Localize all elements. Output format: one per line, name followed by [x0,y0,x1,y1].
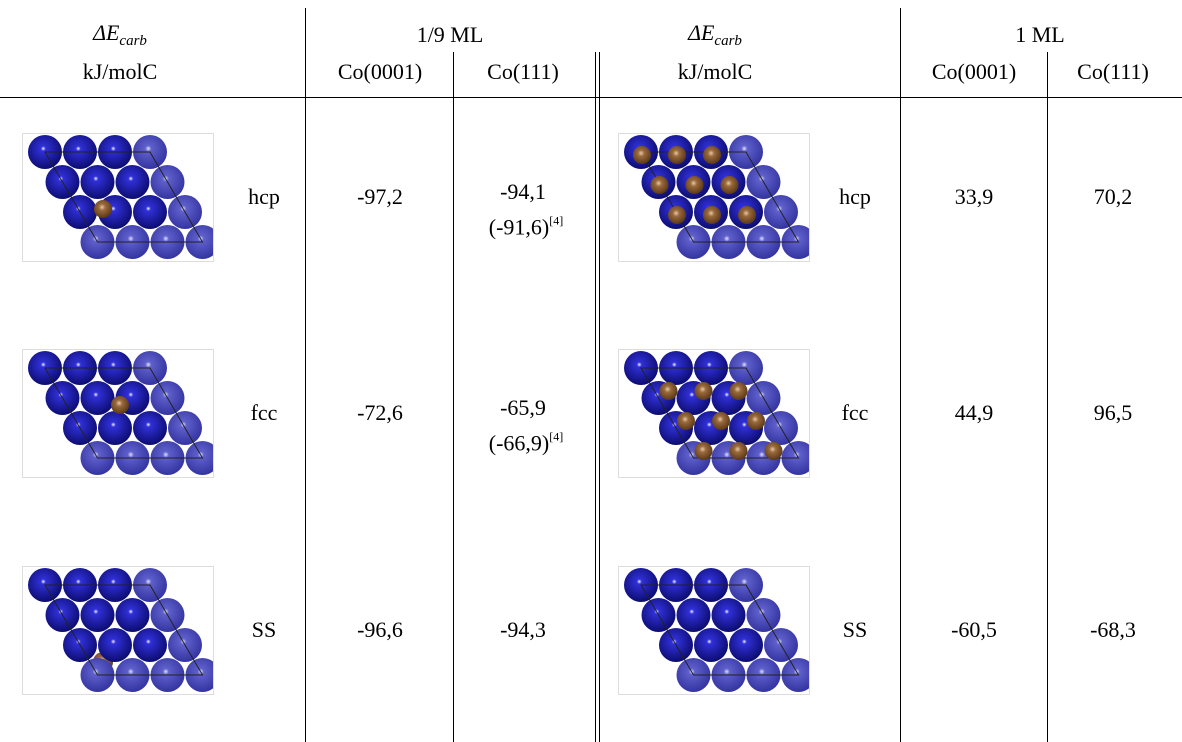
energy-header: ΔEcarb [688,20,742,49]
coverage-header: 1 ML [1015,22,1065,47]
surface-header: Co(111) [1077,59,1149,84]
energy-value: 70,2 [1093,184,1133,209]
energy-value: -60,5 [951,617,997,642]
structure-image [22,349,214,478]
site-label: fcc [841,400,869,425]
unit-header: kJ/molC [82,59,158,84]
surface-header: Co(0001) [337,59,423,84]
column-rule [900,8,901,742]
surface-header: Co(0001) [931,59,1017,84]
column-rule [305,8,306,742]
citation: [4] [549,429,564,444]
structure-image [22,133,214,262]
site-label: SS [251,617,277,642]
column-rule [1047,52,1048,742]
site-label: fcc [250,400,278,425]
structure-image [618,349,810,478]
column-rule [599,52,600,742]
energy-value: -72,6 [357,400,403,425]
coverage-header: 1/9 ML [416,22,484,47]
surface-header: Co(111) [487,59,559,84]
unit-header: kJ/molC [677,59,753,84]
header-rule [0,97,1182,98]
energy-value: -68,3 [1090,617,1136,642]
column-rule [595,52,596,742]
structure-image [618,566,810,695]
site-label: hcp [248,184,280,209]
reference-value: (-91,6)[4] [489,214,563,241]
energy-header: ΔEcarb [93,20,147,49]
energy-value: -96,6 [357,617,403,642]
citation: [4] [549,213,564,228]
structure-image [618,133,810,262]
energy-value: -94,3 [500,617,546,642]
energy-value: 33,9 [954,184,994,209]
reference-energy: (-91,6) [488,214,550,240]
column-rule [453,52,454,742]
reference-value: (-66,9)[4] [489,430,563,457]
structure-image [22,566,214,695]
energy-value: 44,9 [954,400,994,425]
energy-value: 96,5 [1093,400,1133,425]
site-label: hcp [839,184,871,209]
energy-value: -65,9 [500,395,546,420]
energy-value: -97,2 [357,184,403,209]
reference-energy: (-66,9) [488,430,550,456]
site-label: SS [842,617,868,642]
energy-value: -94,1 [500,179,546,204]
